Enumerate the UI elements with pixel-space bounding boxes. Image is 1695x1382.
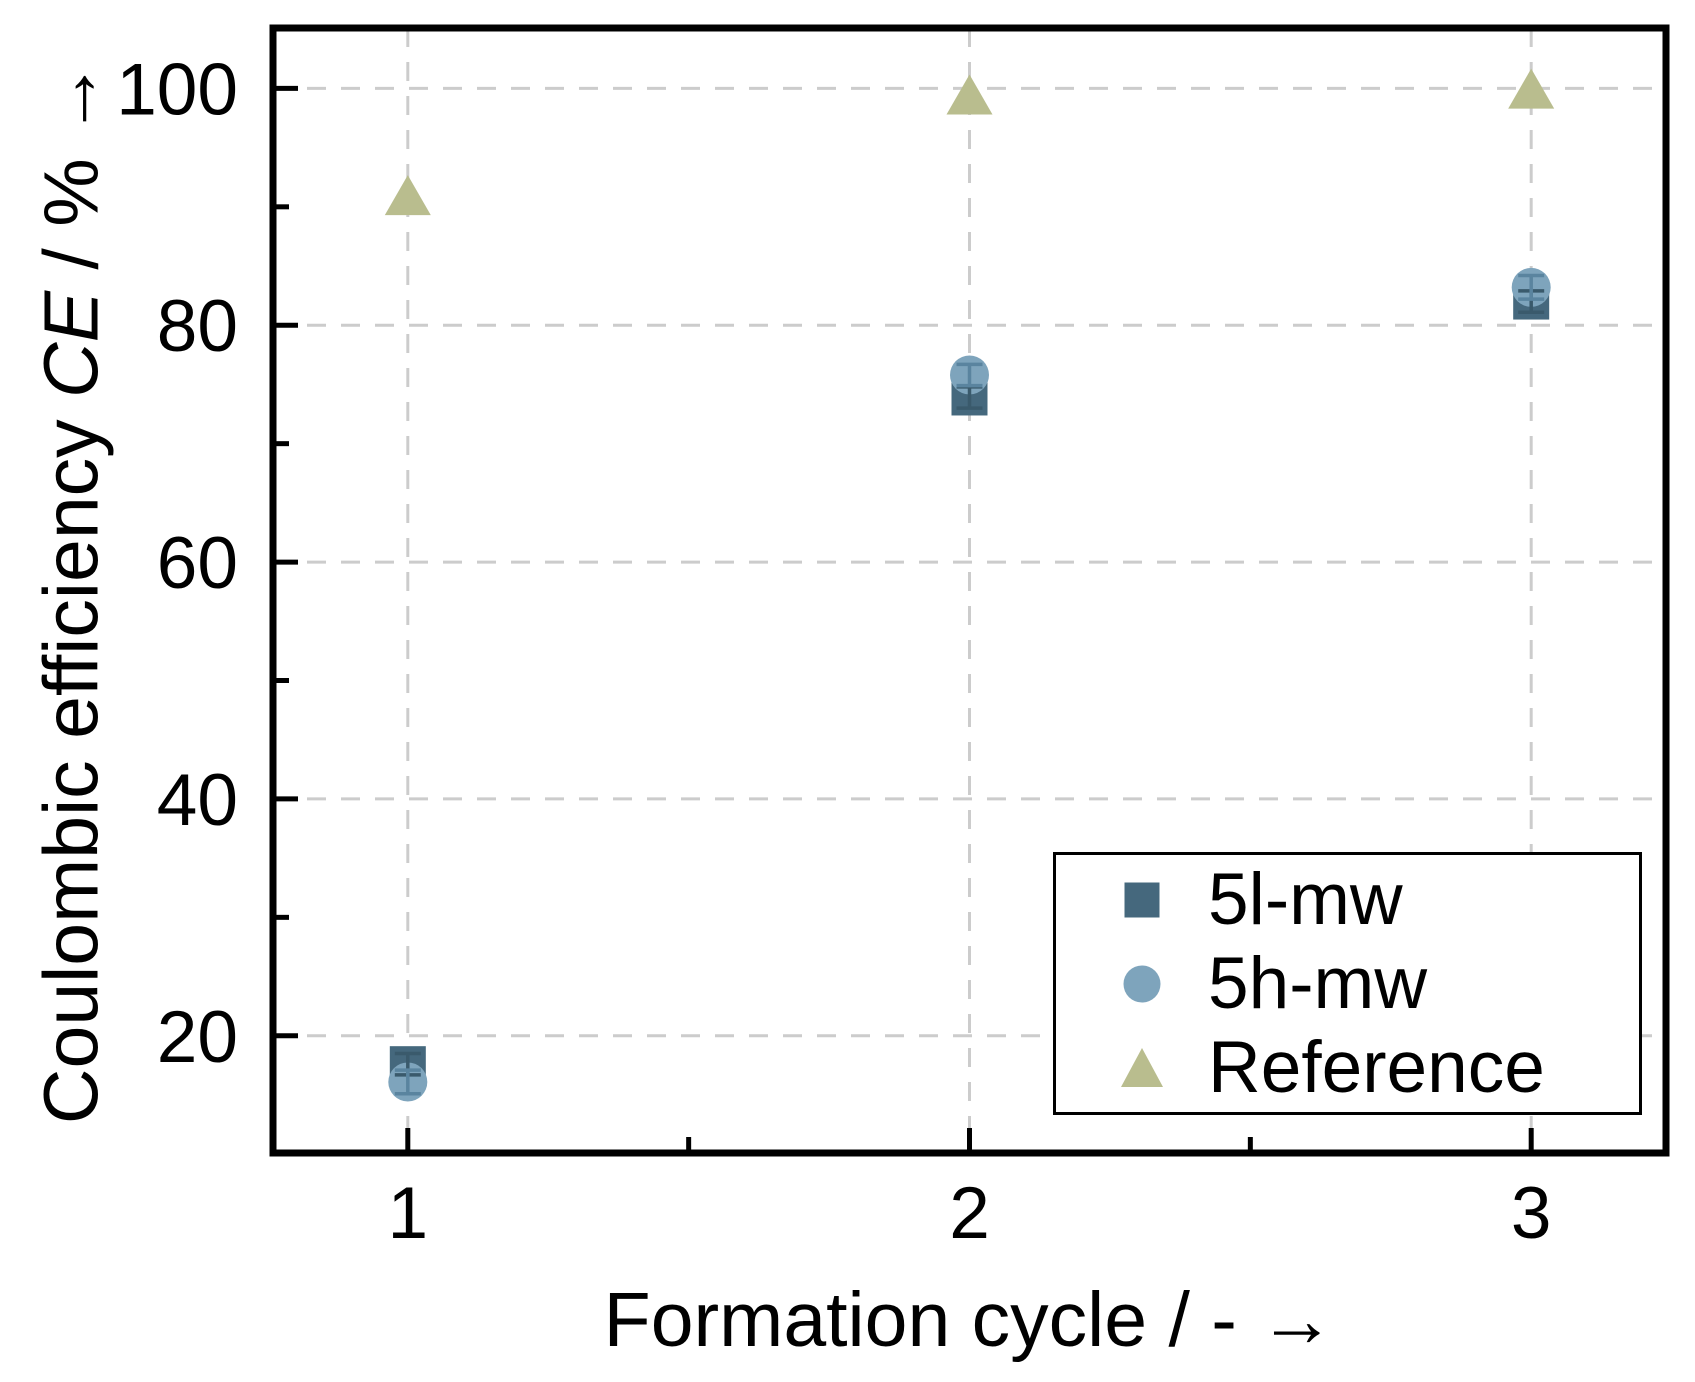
error-bars: [394, 273, 1545, 1096]
y-tick-label: 40: [157, 760, 238, 841]
y-axis-title: Coulombic efficiency CE / % →: [29, 60, 115, 1124]
x-tick-label: 3: [1511, 1173, 1552, 1254]
legend-label: Reference: [1208, 1027, 1545, 1108]
series-Reference: [384, 68, 1555, 216]
tick-labels: 20 40 60 80 100 1 2 3: [116, 49, 1551, 1254]
legend-item-Reference: Reference: [1114, 1026, 1639, 1110]
plot-border: [269, 24, 1670, 1157]
legend-label: 5h-mw: [1208, 943, 1428, 1024]
data-point-triangle: [946, 74, 993, 115]
y-tick-label: 60: [157, 523, 238, 604]
y-tick-label: 100: [116, 49, 238, 130]
legend-item-5l-mw: 5l-mw: [1114, 858, 1639, 942]
legend-label: 5l-mw: [1208, 859, 1403, 940]
y-axis-title-symbol: CE: [28, 290, 115, 398]
error-bar: [1518, 273, 1545, 301]
error-bar: [394, 1068, 421, 1096]
legend: 5l-mw 5h-mw Reference: [1053, 852, 1642, 1115]
error-bar: [956, 362, 983, 388]
data-point-triangle: [384, 175, 431, 216]
axis-ticks: [275, 85, 1534, 1151]
y-tick-label: 20: [157, 997, 238, 1078]
y-axis-title-units: / % →: [28, 59, 115, 291]
x-tick-label: 1: [388, 1173, 429, 1254]
legend-marker-square-icon: [1124, 882, 1160, 917]
data-point-triangle: [1508, 68, 1555, 109]
legend-item-5h-mw: 5h-mw: [1114, 942, 1639, 1026]
y-axis-title-text: Coulombic efficiency: [28, 397, 115, 1125]
legend-marker-circle-icon: [1123, 965, 1161, 1002]
x-tick-label: 2: [949, 1173, 990, 1254]
x-axis-title: Formation cycle / - →: [273, 1282, 1666, 1359]
x-axis-title-text: Formation cycle / - →: [603, 1277, 1336, 1363]
y-tick-label: 80: [157, 286, 238, 367]
legend-marker-triangle-icon: [1121, 1047, 1163, 1087]
